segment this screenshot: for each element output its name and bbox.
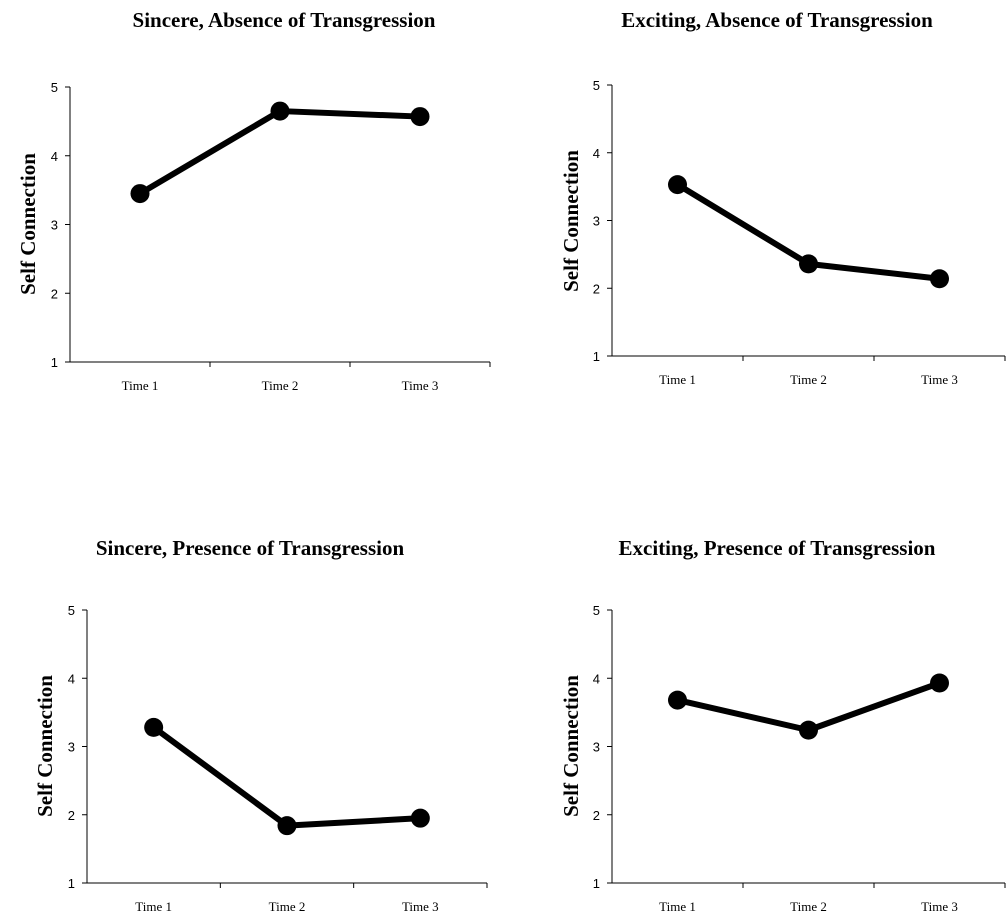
y-tick-label: 2 [593, 808, 600, 823]
x-tick-label: Time 3 [921, 372, 958, 387]
data-point [668, 175, 687, 195]
data-point [410, 808, 430, 828]
series-line [151, 724, 421, 829]
y-tick-label: 4 [68, 671, 75, 686]
y-tick-label: 4 [51, 149, 58, 164]
y-tick-label: 2 [593, 281, 600, 296]
data-point [930, 269, 949, 289]
y-tick-label: 1 [593, 876, 600, 891]
x-tick-label: Time 1 [122, 378, 159, 393]
series-line [138, 108, 421, 197]
x-tick-label: Time 1 [135, 899, 172, 914]
data-point [930, 673, 949, 693]
x-tick-label: Time 3 [402, 899, 439, 914]
data-point [277, 816, 297, 836]
y-tick-label: 3 [593, 214, 600, 229]
x-tick-label: Time 2 [269, 899, 306, 914]
chart-title: Exciting, Presence of Transgression [619, 536, 936, 560]
data-point [144, 717, 164, 737]
y-axis-label: Self Connection [559, 150, 583, 292]
x-tick-label: Time 3 [402, 378, 439, 393]
data-point [270, 101, 290, 121]
x-tick-label: Time 2 [790, 372, 827, 387]
chart-title: Sincere, Presence of Transgression [96, 536, 405, 560]
y-tick-label: 5 [51, 80, 58, 95]
y-tick-label: 2 [51, 286, 58, 301]
x-tick-label: Time 1 [659, 372, 696, 387]
chart-panel-4: Exciting, Presence of Transgression Self … [559, 536, 1006, 914]
y-axis-label: Self Connection [559, 675, 583, 817]
data-point [130, 184, 150, 204]
x-tick-label: Time 3 [921, 899, 958, 914]
y-tick-label: 4 [593, 146, 600, 161]
chart-panel-3: Sincere, Presence of Transgression Self C… [33, 536, 488, 914]
y-tick-label: 4 [593, 671, 600, 686]
data-point [410, 107, 430, 127]
y-tick-label: 5 [68, 603, 75, 618]
x-tick-label: Time 1 [659, 899, 696, 914]
chart-panel-1: Sincere, Absence of Transgression Self Co… [16, 8, 491, 393]
y-tick-label: 5 [593, 78, 600, 93]
y-tick-label: 3 [593, 740, 600, 755]
y-tick-label: 3 [51, 218, 58, 233]
y-tick-label: 1 [51, 355, 58, 370]
y-axis-label: Self Connection [16, 153, 40, 295]
x-tick-label: Time 2 [790, 899, 827, 914]
y-tick-label: 5 [593, 603, 600, 618]
y-tick-label: 1 [593, 349, 600, 364]
y-tick-label: 3 [68, 740, 75, 755]
data-point [799, 720, 818, 740]
data-point [799, 254, 818, 274]
data-point [668, 690, 687, 710]
chart-title: Exciting, Absence of Transgression [621, 8, 933, 32]
y-axis-label: Self Connection [33, 675, 57, 817]
chart-panel-2: Exciting, Absence of Transgression Self C… [559, 8, 1006, 387]
x-tick-label: Time 2 [262, 378, 299, 393]
y-tick-label: 1 [68, 876, 75, 891]
chart-title: Sincere, Absence of Transgression [133, 8, 436, 32]
y-tick-label: 2 [68, 808, 75, 823]
